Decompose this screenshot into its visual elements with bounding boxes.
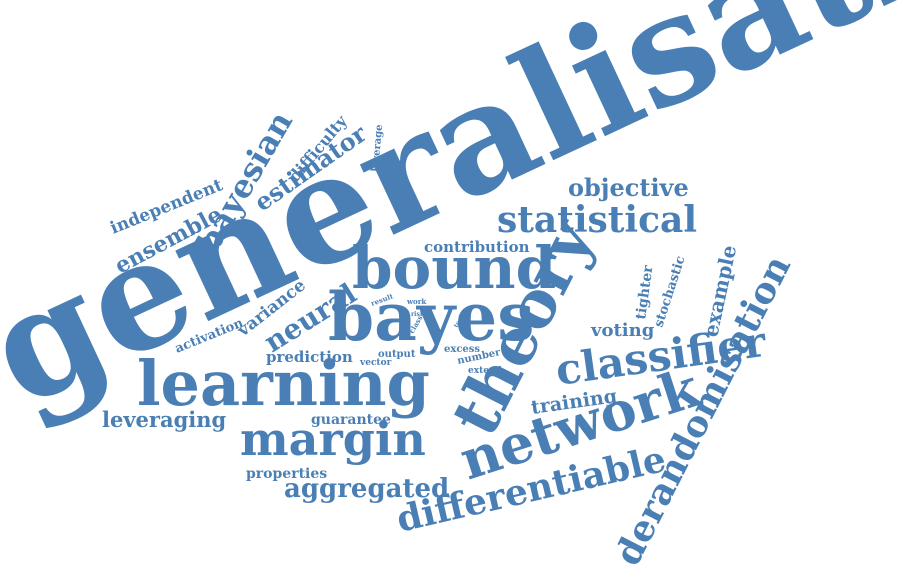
word-tighter: tighter xyxy=(633,264,657,321)
word-vector: vector xyxy=(359,358,392,368)
word-bound: bound xyxy=(352,234,556,302)
word-contribution: contribution xyxy=(424,238,530,256)
word-extend: extend xyxy=(468,366,503,376)
word-work: work xyxy=(406,297,426,306)
word-leveraging: leveraging xyxy=(102,407,227,432)
word-aggregated: aggregated xyxy=(284,474,449,504)
word-risk: risk xyxy=(411,311,425,318)
word-leverage: leverage xyxy=(370,124,385,172)
word-output: output xyxy=(378,349,416,360)
word-margin: margin xyxy=(240,412,426,466)
word-prediction: prediction xyxy=(266,348,353,366)
word-statistical: statistical xyxy=(497,199,697,241)
word-stochastic: stochastic xyxy=(652,254,689,329)
word-excess: excess xyxy=(444,344,480,355)
word-bayes: bayes xyxy=(328,278,534,356)
word-learning: learning xyxy=(137,347,430,420)
word-voting: voting xyxy=(590,320,655,341)
word-guarantee: guarantee xyxy=(311,412,391,428)
word-properties: properties xyxy=(246,466,327,482)
word-objective: objective xyxy=(568,173,689,202)
